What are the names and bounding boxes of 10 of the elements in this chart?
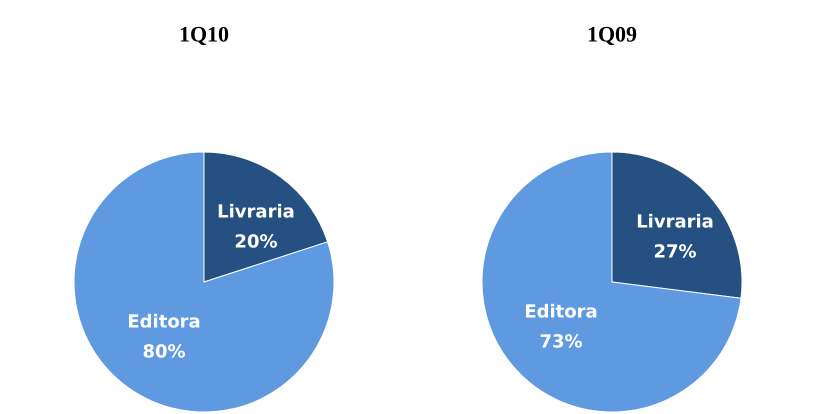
data-label: 27% xyxy=(653,242,697,263)
slice-label: Editora xyxy=(524,301,598,322)
slice-label: Livraria xyxy=(636,212,714,233)
chart-title: 1Q10 xyxy=(178,22,230,46)
data-label: 73% xyxy=(539,331,583,352)
slice-label: Livraria xyxy=(217,201,295,222)
chart-title: 1Q09 xyxy=(586,22,638,46)
data-label: 20% xyxy=(234,231,278,252)
data-label: 80% xyxy=(142,342,186,363)
slice-label: Editora xyxy=(127,312,201,333)
